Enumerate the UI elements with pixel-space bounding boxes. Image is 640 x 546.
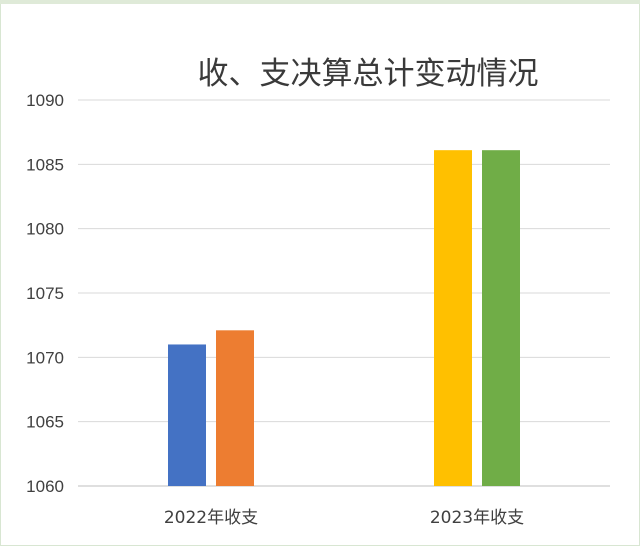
x-category-label: 2023年收支 [430,508,524,528]
y-tick-label: 1065 [26,413,64,432]
y-tick-label: 1085 [26,155,64,174]
bar-series-1-1 [168,344,206,486]
bars [168,150,520,486]
bar-series-3-2 [434,150,472,486]
top-border-band [0,0,640,4]
bar-series-2-1 [216,330,254,486]
x-category-label: 2022年收支 [164,508,258,528]
y-axis-tick-labels: 1060 1065 1070 1075 1080 1085 1090 [26,91,64,496]
chart-title: 收、支决算总计变动情况 [198,56,539,92]
y-tick-label: 1080 [26,220,64,239]
y-tick-label: 1090 [26,91,64,110]
bar-series-4-2 [482,150,520,486]
y-tick-label: 1060 [26,477,64,496]
gridlines [78,99,610,487]
x-axis-category-labels: 2022年收支 2023年收支 [164,508,524,528]
y-tick-label: 1070 [26,348,64,367]
y-tick-label: 1075 [26,284,64,303]
